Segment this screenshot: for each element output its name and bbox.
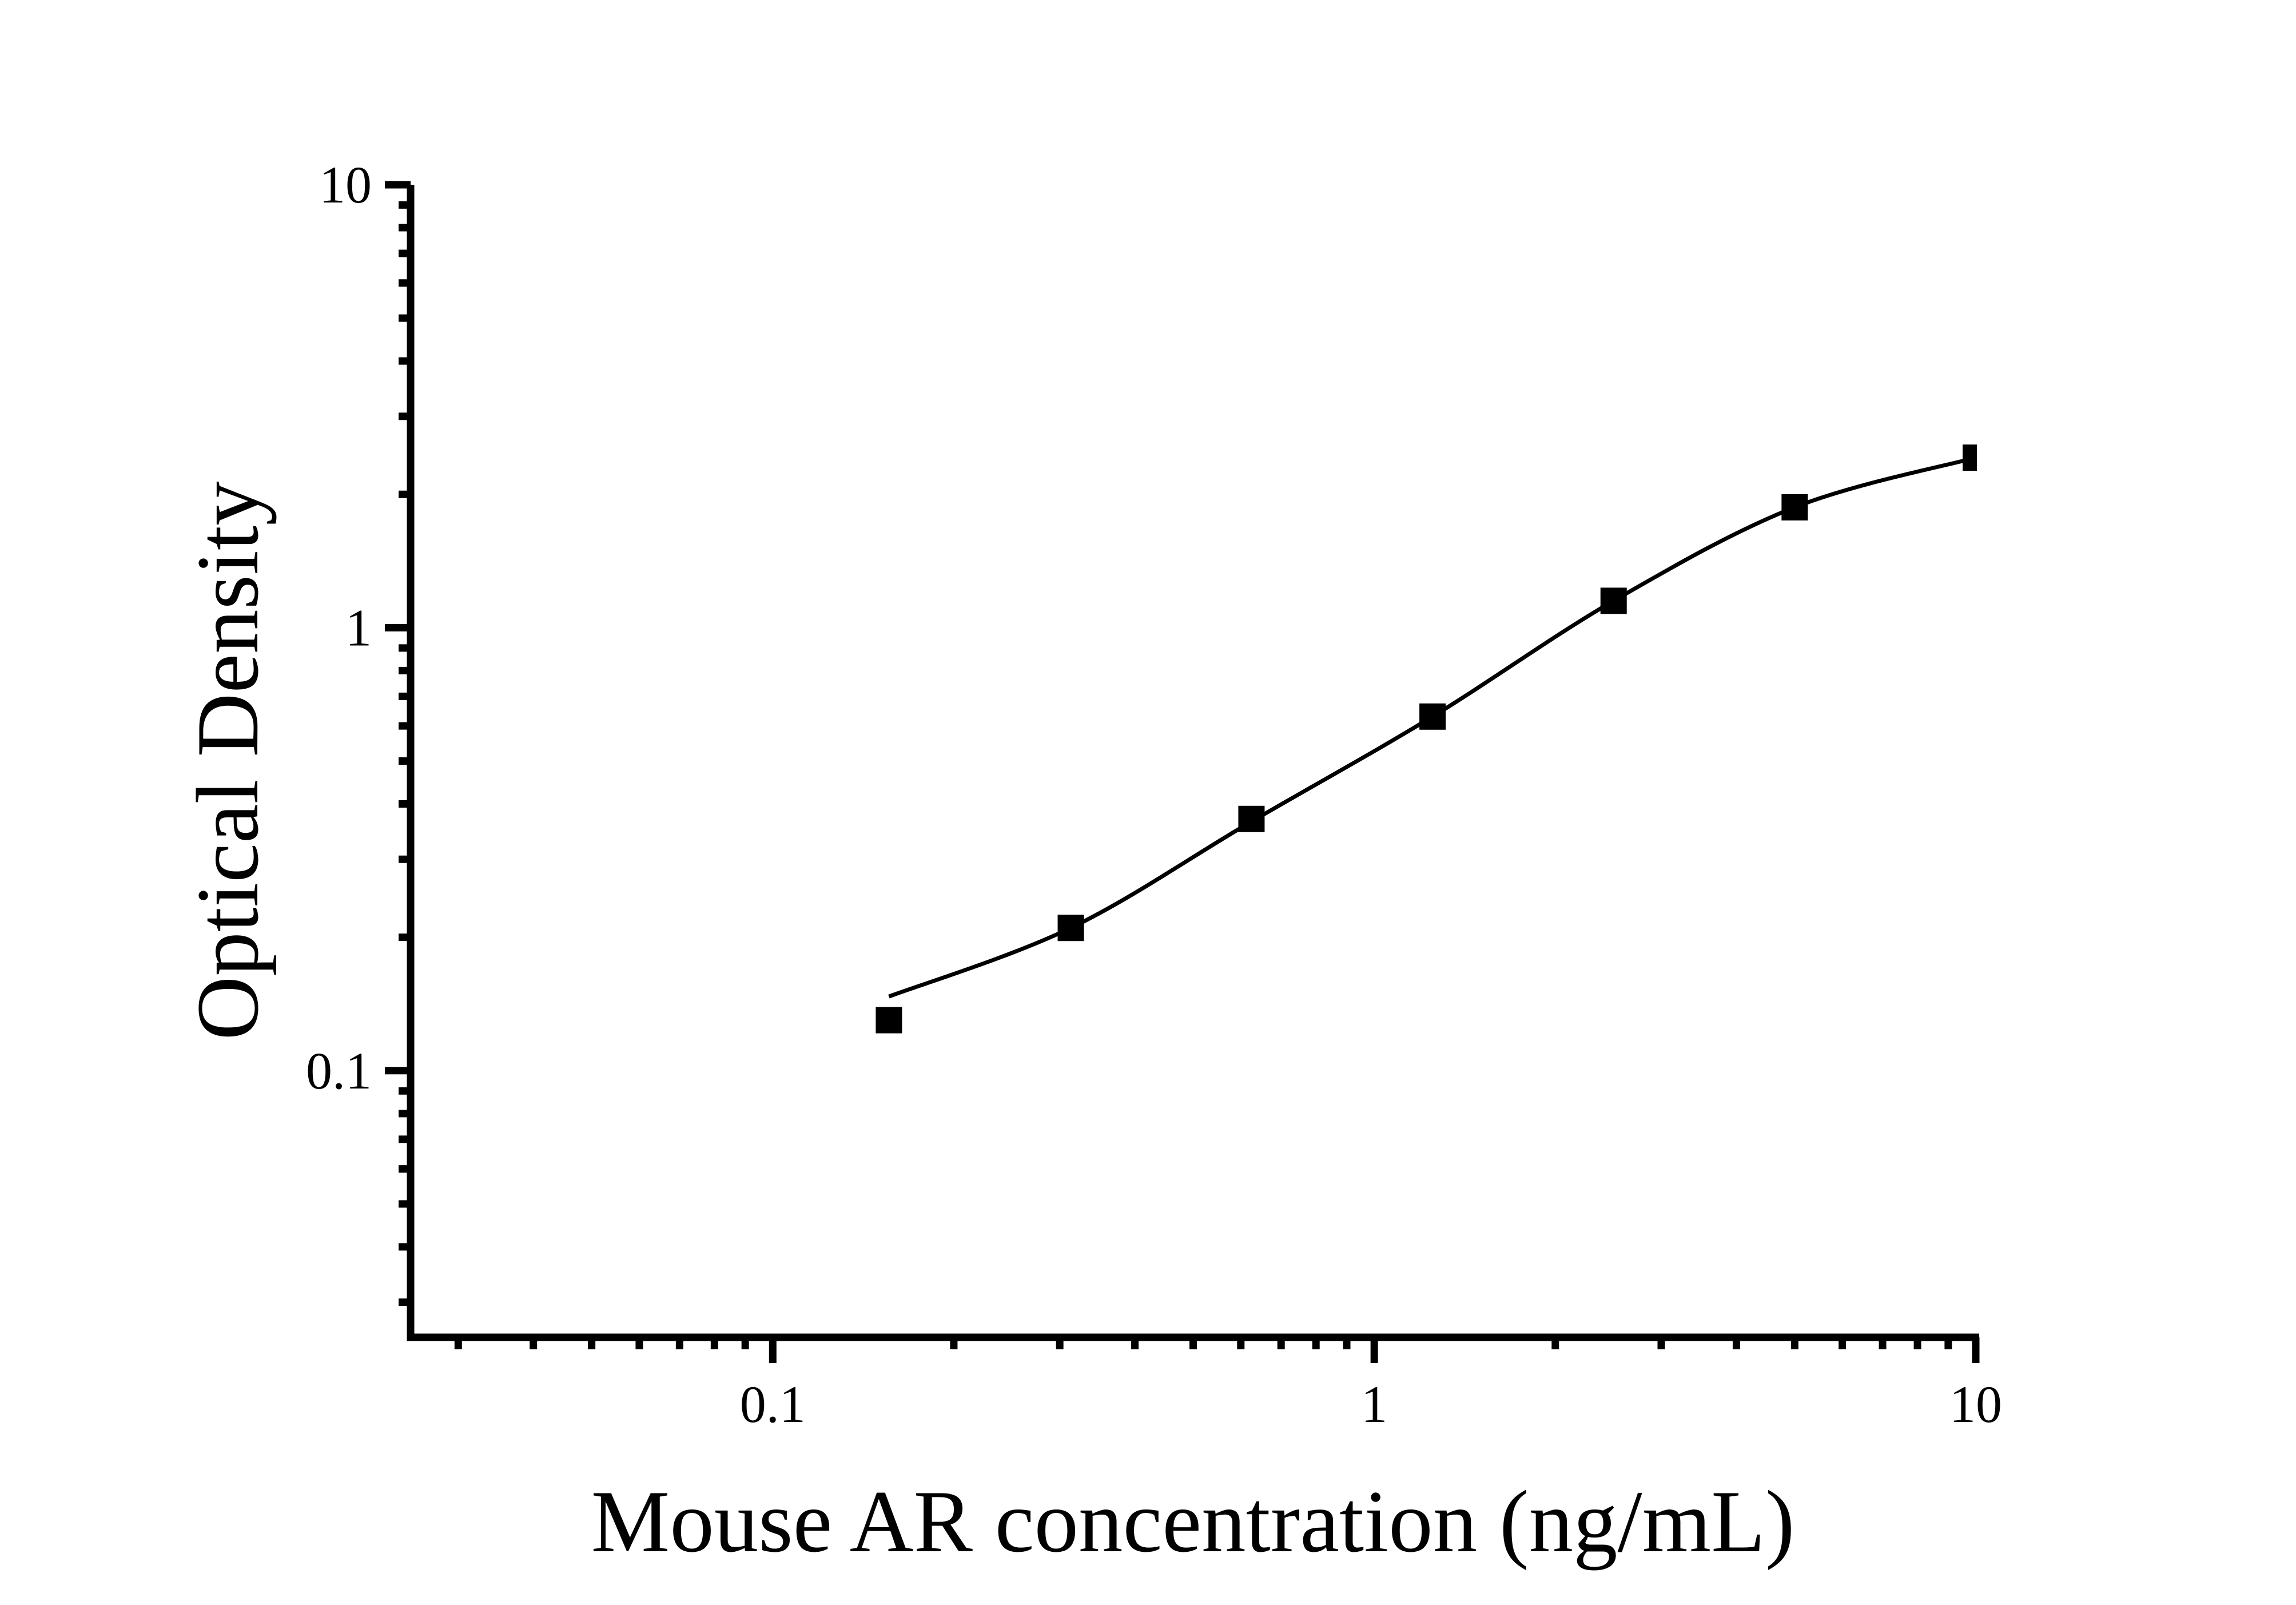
axes-layer — [385, 181, 1980, 1363]
data-point-marker — [1781, 494, 1808, 521]
data-point-marker — [1600, 587, 1627, 614]
x-tick-label: 10 — [1949, 1375, 2002, 1433]
tick-label-layer: 0.1 1 10 0.1 1 10 — [306, 156, 2002, 1433]
y-tick-label: 1 — [345, 598, 372, 657]
x-tick-label: 1 — [1361, 1375, 1387, 1433]
x-axis-title: Mouse AR concentration (ng/mL) — [591, 1472, 1795, 1571]
x-tick-label: 0.1 — [740, 1375, 806, 1433]
data-point-marker — [876, 1007, 902, 1034]
y-axis-title: Optical Density — [178, 481, 277, 1040]
plot-layer — [876, 444, 1977, 1034]
data-point-marker — [1963, 444, 1977, 471]
axis-spines — [407, 185, 1979, 1341]
data-point-marker — [1057, 915, 1084, 941]
data-point-marker — [1238, 805, 1265, 832]
y-tick-label: 10 — [319, 156, 372, 214]
y-tick-label: 0.1 — [306, 1042, 372, 1100]
data-point-marker — [1419, 703, 1446, 730]
